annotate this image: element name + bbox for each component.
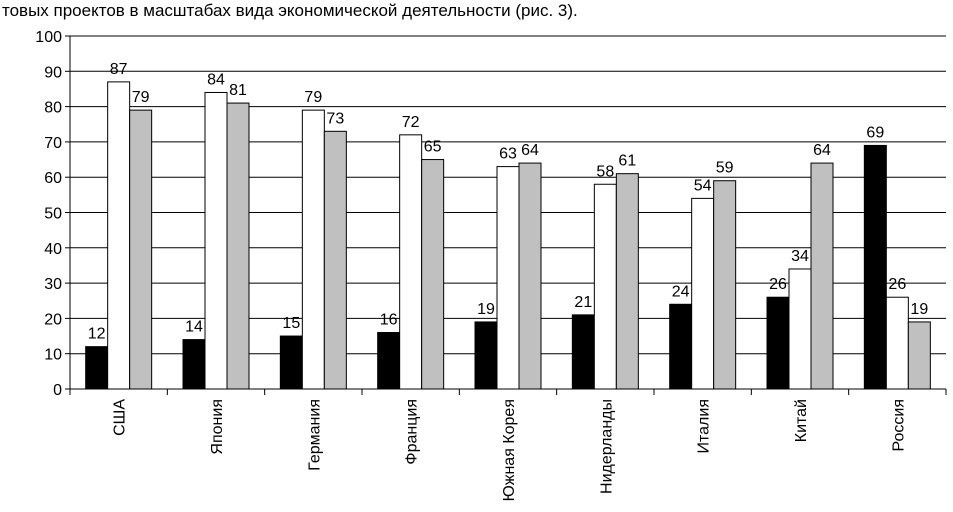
y-tick-label: 100 (35, 29, 62, 46)
data-label: 21 (574, 294, 592, 311)
bar (85, 346, 109, 390)
x-tick-label: Франция (404, 399, 421, 465)
bar (907, 321, 931, 390)
axes (69, 36, 946, 390)
bar (377, 332, 401, 390)
bar (399, 134, 423, 390)
data-label: 63 (499, 146, 517, 163)
data-label: 64 (813, 142, 831, 159)
data-label: 19 (477, 301, 495, 318)
data-label: 59 (716, 160, 734, 177)
bar (279, 335, 303, 390)
bar (474, 321, 498, 390)
y-tick-label: 30 (44, 276, 62, 293)
data-label: 19 (910, 301, 928, 318)
data-label: 61 (618, 153, 636, 170)
bar (496, 166, 520, 390)
bar (421, 159, 445, 390)
caption-text: товых проектов в масштабах вида экономич… (2, 1, 578, 20)
bar (669, 303, 693, 390)
bar (691, 197, 715, 390)
data-label: 69 (866, 124, 884, 141)
x-tick-label: Южная Корея (501, 399, 518, 501)
y-tick-label: 20 (44, 311, 62, 328)
data-label: 54 (694, 177, 712, 194)
x-tick-label: Италия (696, 399, 713, 453)
y-tick-label: 10 (44, 347, 62, 364)
bar (810, 162, 834, 390)
data-label: 72 (402, 114, 420, 131)
y-tick-label: 0 (53, 382, 62, 399)
data-label: 84 (207, 71, 225, 88)
bar (518, 162, 542, 390)
data-label: 12 (88, 326, 106, 343)
x-tick-label: Китай (793, 399, 810, 442)
data-label: 14 (185, 319, 203, 336)
bar (788, 268, 812, 390)
bar (182, 339, 206, 390)
x-tick-label: Япония (209, 399, 226, 455)
bar (766, 296, 790, 390)
data-label: 26 (769, 276, 787, 293)
y-tick-label: 60 (44, 170, 62, 187)
y-tick-label: 90 (44, 64, 62, 81)
bar (713, 180, 737, 390)
bar (226, 102, 250, 390)
bar (107, 81, 131, 390)
data-label: 79 (132, 89, 150, 106)
bar (571, 314, 595, 390)
y-axis-ticks: 0 10 20 30 40 50 60 70 80 90 100 (35, 29, 70, 399)
bar (323, 130, 347, 390)
data-label: 79 (304, 89, 322, 106)
bar (863, 144, 887, 390)
y-tick-label: 80 (44, 100, 62, 117)
data-label: 16 (380, 312, 398, 329)
x-tick-label: Нидерланды (598, 399, 615, 494)
x-tick-label: Россия (890, 399, 907, 451)
x-tick-label: Германия (306, 399, 323, 471)
bar (129, 109, 153, 390)
data-label: 87 (110, 61, 128, 78)
x-tick-label: США (112, 399, 129, 436)
y-tick-label: 50 (44, 206, 62, 223)
data-label: 81 (229, 82, 247, 99)
data-label: 34 (791, 248, 809, 265)
bar (204, 91, 228, 390)
data-label: 64 (521, 142, 539, 159)
data-label: 73 (326, 110, 344, 127)
data-label: 26 (888, 276, 906, 293)
bars (85, 81, 931, 390)
data-label: 24 (672, 283, 690, 300)
y-tick-label: 40 (44, 241, 62, 258)
bar (301, 109, 325, 390)
bar (593, 183, 617, 390)
bar (615, 173, 639, 390)
data-label: 58 (596, 163, 614, 180)
bar (885, 296, 909, 390)
data-label: 15 (282, 315, 300, 332)
data-label: 65 (424, 139, 442, 156)
y-tick-label: 70 (44, 135, 62, 152)
x-axis-labels: США Япония Германия Франция Южная Корея Нидер… (69, 389, 947, 501)
